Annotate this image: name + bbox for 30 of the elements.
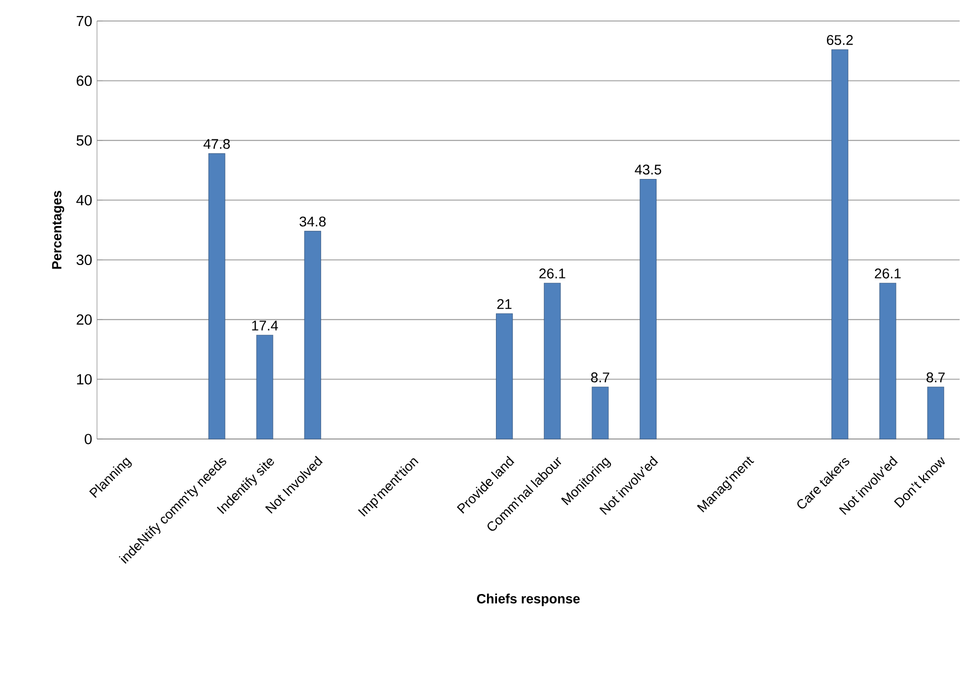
y-tick-label: 30 <box>76 254 92 266</box>
data-label: 8.7 <box>926 372 945 382</box>
data-label: 34.8 <box>300 216 326 226</box>
data-label: 17.4 <box>252 320 278 330</box>
y-tick-label: 60 <box>76 76 92 86</box>
bar <box>831 49 848 440</box>
data-label: 26.1 <box>539 268 566 278</box>
bar <box>592 386 609 440</box>
y-tick-label: 40 <box>76 194 92 206</box>
bar <box>256 334 274 440</box>
data-label: 8.7 <box>591 372 610 382</box>
bar <box>640 178 657 440</box>
y-tick-label: 20 <box>76 314 92 325</box>
y-tick-label: 10 <box>77 374 92 384</box>
data-label: 26.1 <box>874 268 901 278</box>
y-tick-label: 50 <box>76 135 92 146</box>
bar <box>496 313 513 440</box>
y-tick-label: 70 <box>76 16 92 26</box>
bar <box>879 282 896 440</box>
bar <box>544 282 561 440</box>
data-label: 43.5 <box>634 164 662 175</box>
bar <box>304 230 322 440</box>
y-axis-title: Percentages <box>52 190 64 269</box>
bar <box>927 386 944 440</box>
y-tick-label: 0 <box>84 434 92 444</box>
bar <box>208 153 226 440</box>
x-axis-title: Chiefs response <box>477 594 580 606</box>
data-label: 21 <box>497 299 512 309</box>
data-label: 47.8 <box>204 138 230 149</box>
data-label: 65.2 <box>826 35 853 45</box>
